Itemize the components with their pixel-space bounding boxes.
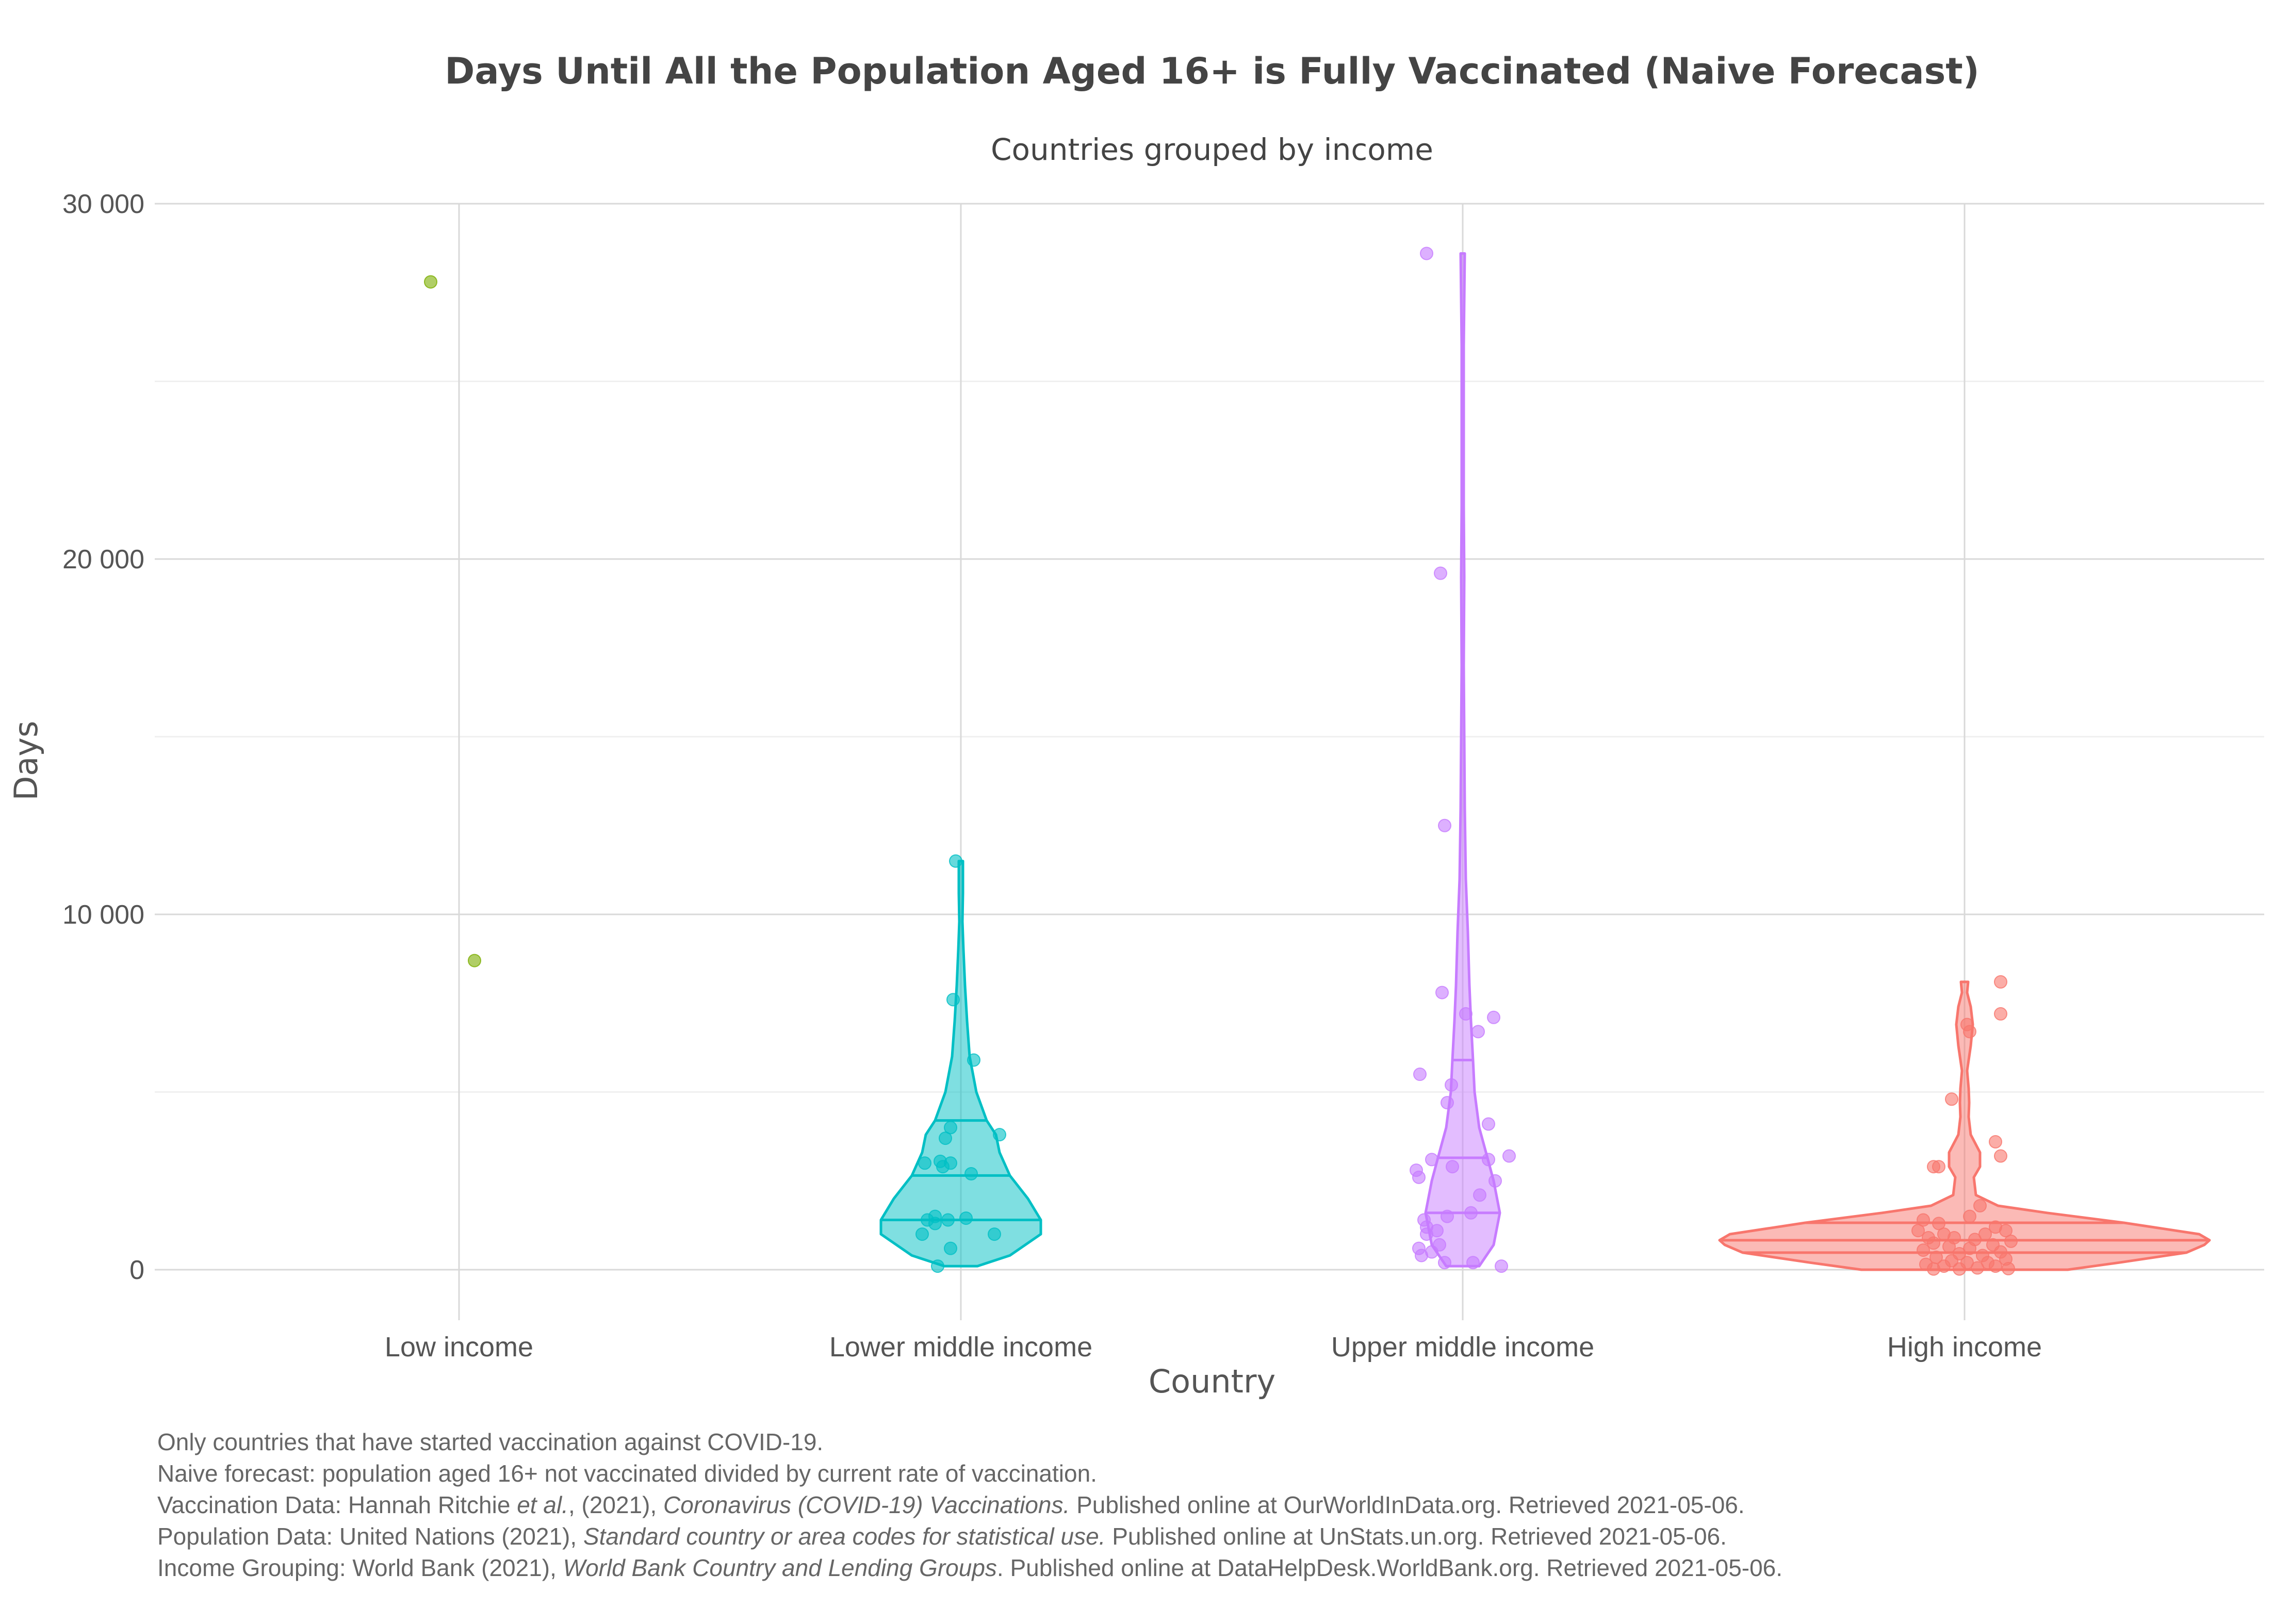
data-point: [1487, 1010, 1500, 1024]
violins: [879, 252, 2211, 1271]
data-point: [939, 1131, 952, 1145]
data-point: [1425, 1153, 1438, 1167]
data-point: [1917, 1213, 1930, 1227]
data-point: [1495, 1259, 1508, 1273]
data-point: [1441, 1209, 1454, 1223]
data-point: [988, 1227, 1001, 1241]
data-point: [1420, 1227, 1433, 1241]
caption-notes: Only countries that have started vaccina…: [157, 1429, 1782, 1581]
data-point: [1412, 1170, 1426, 1184]
data-point: [949, 854, 962, 868]
y-tick-label: 20 000: [62, 545, 144, 575]
data-point: [1482, 1117, 1495, 1131]
data-point: [1963, 1025, 1976, 1039]
data-point: [1464, 1206, 1478, 1220]
data-point: [993, 1128, 1006, 1142]
data-point: [1932, 1160, 1945, 1174]
data-point: [946, 993, 960, 1007]
caption-line: Only countries that have started vaccina…: [157, 1429, 823, 1455]
violin-4: [1718, 980, 2211, 1271]
caption-line: Vaccination Data: Hannah Ritchie et al.,…: [157, 1491, 1745, 1518]
data-point: [1963, 1209, 1976, 1223]
data-point: [915, 1227, 929, 1241]
data-point: [1989, 1259, 2002, 1273]
x-tick-label: Upper middle income: [1331, 1332, 1594, 1363]
data-point: [1420, 247, 1433, 260]
caption-line: Income Grouping: World Bank (2021), Worl…: [157, 1554, 1782, 1581]
data-point: [1445, 1078, 1458, 1092]
y-tick-label: 30 000: [62, 189, 144, 219]
data-point: [2004, 1234, 2018, 1248]
data-point: [1945, 1092, 1958, 1106]
data-point: [1441, 1096, 1454, 1110]
x-tick-label: High income: [1887, 1332, 2042, 1363]
caption-line: Population Data: United Nations (2021), …: [157, 1523, 1727, 1550]
data-point: [1446, 1160, 1459, 1174]
data-point: [967, 1053, 980, 1067]
data-point: [931, 1259, 944, 1273]
data-point: [1502, 1149, 1516, 1163]
x-tick-label: Low income: [385, 1332, 533, 1363]
data-point: [1911, 1224, 1925, 1238]
x-axis-title: Country: [1149, 1363, 1275, 1400]
data-point: [1971, 1261, 1984, 1275]
data-point: [1438, 818, 1451, 832]
data-point: [424, 275, 437, 289]
data-point: [918, 1156, 931, 1170]
data-point: [1435, 986, 1449, 999]
data-point: [1978, 1227, 1992, 1241]
y-tick-label: 0: [129, 1255, 144, 1285]
data-point: [959, 1211, 973, 1225]
data-point: [1415, 1249, 1428, 1262]
data-point: [1994, 1007, 2007, 1021]
y-axis-title: Days: [7, 721, 45, 801]
chart-subtitle: Countries grouped by income: [991, 132, 1433, 167]
caption-line: Naive forecast: population aged 16+ not …: [157, 1460, 1097, 1487]
data-point: [1994, 975, 2007, 989]
data-point: [936, 1160, 950, 1174]
violin-2: [879, 860, 1042, 1268]
data-point: [1994, 1149, 2007, 1163]
data-point: [1963, 1241, 1976, 1255]
chart-title: Days Until All the Population Aged 16+ i…: [445, 50, 1979, 92]
data-point: [944, 1121, 957, 1135]
y-tick-label: 10 000: [62, 900, 144, 930]
data-point: [1466, 1256, 1480, 1270]
data-point: [1473, 1188, 1486, 1202]
data-point: [1917, 1243, 1930, 1257]
data-point: [468, 954, 481, 967]
violin-3: [1424, 252, 1501, 1268]
data-point: [1488, 1174, 1502, 1188]
data-point: [1942, 1240, 1956, 1254]
data-point: [1927, 1262, 1940, 1276]
data-point: [1999, 1224, 2013, 1238]
data-point: [1471, 1025, 1485, 1039]
data-point: [1459, 1007, 1473, 1021]
grid-lines: [155, 203, 2264, 1320]
data-point: [941, 1213, 955, 1227]
data-point: [1989, 1135, 2002, 1149]
data-point: [1413, 1068, 1427, 1081]
x-tick-label: Lower middle income: [829, 1332, 1092, 1363]
data-point: [1973, 1199, 1987, 1212]
data-point: [2002, 1261, 2015, 1275]
data-point: [1482, 1153, 1495, 1167]
axes: 0 10 000 20 000 30 000 Low income Lower middl…: [62, 189, 2042, 1363]
data-point: [944, 1241, 957, 1255]
data-point: [1438, 1256, 1451, 1270]
data-point: [1953, 1262, 1966, 1276]
data-point: [1434, 566, 1447, 580]
data-point: [964, 1167, 978, 1180]
data-points: [424, 247, 2018, 1276]
data-point: [1932, 1217, 1945, 1231]
data-point: [928, 1217, 942, 1231]
data-point: [1927, 1236, 1940, 1250]
